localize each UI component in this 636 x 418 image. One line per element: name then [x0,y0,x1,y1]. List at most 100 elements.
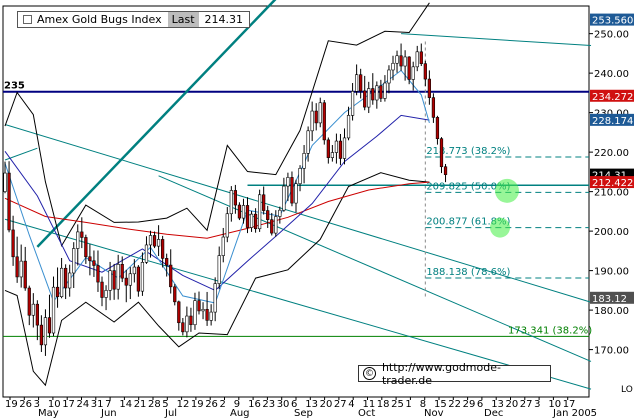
candle-body [407,56,411,80]
candle-body [51,286,56,334]
y-tick-label: 180.00 [594,306,629,317]
candle-body [55,286,60,297]
candle-body [306,130,310,154]
price-tag-label: 228.174 [592,116,633,127]
candle-body [88,256,92,262]
candle-body [31,303,35,316]
candle-body [391,62,395,71]
candle-body [266,210,270,220]
candle-body [415,51,419,68]
candle-body [124,277,128,286]
candle-body [209,311,213,321]
price-tag [590,13,634,26]
candle-body [213,283,217,313]
candle-body [173,286,177,303]
candle-body [47,317,52,334]
watermark-text: http://www.godmode-trader.de [381,360,501,387]
candle-body [11,229,15,258]
candle-body [72,248,76,274]
candle-body [181,322,185,333]
chart-title: Amex Gold Bugs Index [37,13,162,26]
candle-body [39,324,44,346]
candle-body [177,301,181,324]
month-label: Nov [424,408,444,418]
candle-body [112,270,116,290]
candle-body [395,55,399,64]
trend-line [4,218,592,390]
x-tick-label: 15 [434,399,447,410]
candle-body [403,56,407,67]
candle-body [282,185,286,211]
candle-body [330,152,334,158]
candle-body [298,168,302,185]
candle-body [346,115,351,139]
candle-body [294,183,298,204]
x-tick-label: 12 [177,399,190,410]
candle-body [128,273,132,286]
x-tick-label: 3 [34,399,40,410]
x-tick-label: 5 [162,399,168,410]
candle-body [169,264,173,288]
candle-body [132,266,136,275]
x-tick-label: 10 [48,399,61,410]
candle-body [274,216,278,234]
fib-label: 188.138 (78.6%) [426,267,510,278]
candle-body [322,102,326,141]
candle-body [19,260,23,278]
candle-body [411,66,415,80]
candle-body [355,74,359,92]
price-tag [590,176,634,189]
legend-header: Amex Gold Bugs Index Last 214.31 [17,11,250,28]
candle-body [249,213,254,228]
x-tick-label: 27 [520,399,533,410]
x-tick-label: 13 [305,399,318,410]
x-tick-label: 26 [19,399,32,410]
x-tick-label: 14 [119,399,132,410]
candle-body [363,90,367,108]
x-tick-label: 31 [91,399,104,410]
highlight-marker [490,217,510,238]
candle-body [201,309,205,312]
bollinger-lower [4,172,430,387]
candle-body [161,239,165,259]
candle-body [387,69,391,84]
candle-body [35,303,39,326]
candle-body [165,258,169,266]
candle-body [350,91,355,116]
x-tick-label: 11 [363,399,376,410]
candle-body [185,315,189,333]
candle-body [399,55,403,67]
candle-body [290,177,294,204]
price-tag-label: 253.560 [592,16,633,27]
price-tag-label: 212.422 [592,178,633,189]
candle-body [342,137,347,159]
candle-body [225,213,229,238]
level-label: 235 [4,81,25,92]
candle-body [258,194,262,230]
x-tick-label: 27 [334,399,347,410]
x-tick-label: 17 [563,399,576,410]
candle-body [229,190,233,215]
candle-body [144,244,149,263]
candle-body [427,78,431,98]
x-tick-label: 9 [234,399,240,410]
month-label: Aug [230,408,250,418]
candle-body [15,256,19,278]
price-tag-label: 234.272 [592,92,633,103]
price-tag [590,291,634,304]
x-tick-label: 16 [248,399,261,410]
candle-body [302,153,306,169]
candle-body [197,300,201,312]
x-tick-label: 13 [491,399,504,410]
x-tick-label: 25 [391,399,404,410]
candle-body [205,309,209,321]
x-tick-label: 7 [105,399,111,410]
x-tick-label: 10 [548,399,561,410]
fib-label: 218.773 (38.2%) [426,146,510,157]
price-tag [590,89,634,102]
candle-body [68,272,72,289]
month-label: Oct [358,408,375,418]
candle-body [443,166,448,175]
